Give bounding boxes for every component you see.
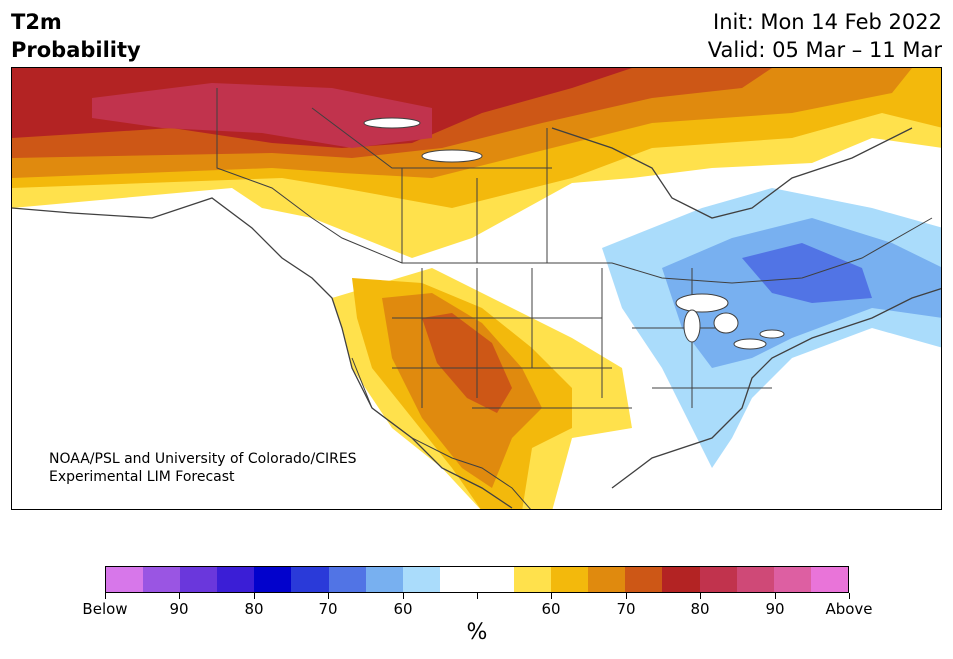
warm-band-90-southwest xyxy=(422,313,512,413)
colorbar-swatch xyxy=(143,567,181,592)
init-date: Init: Mon 14 Feb 2022 xyxy=(713,10,942,34)
colorbar-tick xyxy=(254,593,255,599)
colorbar-swatch xyxy=(625,567,663,592)
hudson-bay-coast xyxy=(551,127,913,219)
colorbar-tick-label: 80 xyxy=(690,600,710,618)
colorbar-swatch xyxy=(439,567,477,592)
warm-band-max xyxy=(92,83,432,148)
lake-huron xyxy=(713,312,739,334)
colorbar-tick xyxy=(551,593,552,599)
lake-michigan xyxy=(683,309,701,343)
colorbar-swatch xyxy=(106,567,144,592)
colorbar-tick-label: Below xyxy=(82,600,128,618)
map-title: T2m Probability xyxy=(11,8,141,64)
great-bear-lake xyxy=(363,117,421,129)
credit-line-2: Experimental LIM Forecast xyxy=(49,469,235,485)
lake-erie xyxy=(733,338,767,350)
lake-ontario xyxy=(759,329,785,339)
colorbar-swatch xyxy=(588,567,626,592)
colorbar-tick xyxy=(700,593,701,599)
colorbar xyxy=(105,566,849,593)
colorbar-tick-label: Above xyxy=(825,600,873,618)
title-line-1: T2m xyxy=(11,10,62,34)
colorbar-swatch xyxy=(551,567,589,592)
great-slave-lake xyxy=(421,149,483,163)
credit-line-1: NOAA/PSL and University of Colorado/CIRE… xyxy=(49,451,357,467)
lake-superior xyxy=(675,293,729,313)
colorbar-swatch xyxy=(291,567,329,592)
pacific-coast xyxy=(12,197,513,509)
colorbar-swatch xyxy=(514,567,552,592)
colorbar-tick xyxy=(328,593,329,599)
colorbar-swatch xyxy=(217,567,255,592)
colorbar-tick-label: 90 xyxy=(765,600,785,618)
colorbar-swatch xyxy=(328,567,366,592)
colorbar-swatch xyxy=(699,567,737,592)
colorbar-swatch xyxy=(254,567,292,592)
colorbar-tick xyxy=(775,593,776,599)
colorbar-swatch xyxy=(476,567,515,592)
great-lakes xyxy=(363,117,785,350)
colorbar-tick-label: 60 xyxy=(541,600,561,618)
colorbar-swatch xyxy=(773,567,811,592)
colorbar-swatch xyxy=(736,567,774,592)
colorbar-tick xyxy=(179,593,180,599)
colorbar-swatch xyxy=(810,567,848,592)
border-canada-usa xyxy=(216,88,933,284)
colorbar-unit: % xyxy=(466,620,488,645)
colorbar-swatch xyxy=(365,567,403,592)
probability-map xyxy=(12,68,941,509)
boundary-lines xyxy=(216,88,933,509)
forecast-dates: Init: Mon 14 Feb 2022 Valid: 05 Mar – 11… xyxy=(708,8,942,64)
colorbar-tick-label: 70 xyxy=(318,600,338,618)
colorbar-tick xyxy=(849,593,850,599)
coastlines xyxy=(12,127,941,509)
colorbar-tick xyxy=(477,593,478,599)
colorbar-tick-label: 60 xyxy=(393,600,413,618)
map-credit: NOAA/PSL and University of Colorado/CIRE… xyxy=(49,450,357,486)
map-panel xyxy=(11,67,942,510)
colorbar-swatch xyxy=(662,567,700,592)
colorbar-swatch xyxy=(180,567,218,592)
cool-band-80 xyxy=(742,243,872,303)
title-line-2: Probability xyxy=(11,38,141,62)
atlantic-coast xyxy=(611,287,941,489)
colorbar-tick xyxy=(626,593,627,599)
colorbar-tick-label: 70 xyxy=(616,600,636,618)
colorbar-tick-label: 80 xyxy=(244,600,264,618)
colorbar-tick-label: 90 xyxy=(169,600,189,618)
colorbar-swatch xyxy=(402,567,440,592)
colorbar-tick xyxy=(403,593,404,599)
valid-dates: Valid: 05 Mar – 11 Mar xyxy=(707,38,942,62)
state-lines xyxy=(392,268,772,409)
colorbar-tick xyxy=(105,593,106,599)
territory-line xyxy=(311,107,552,169)
